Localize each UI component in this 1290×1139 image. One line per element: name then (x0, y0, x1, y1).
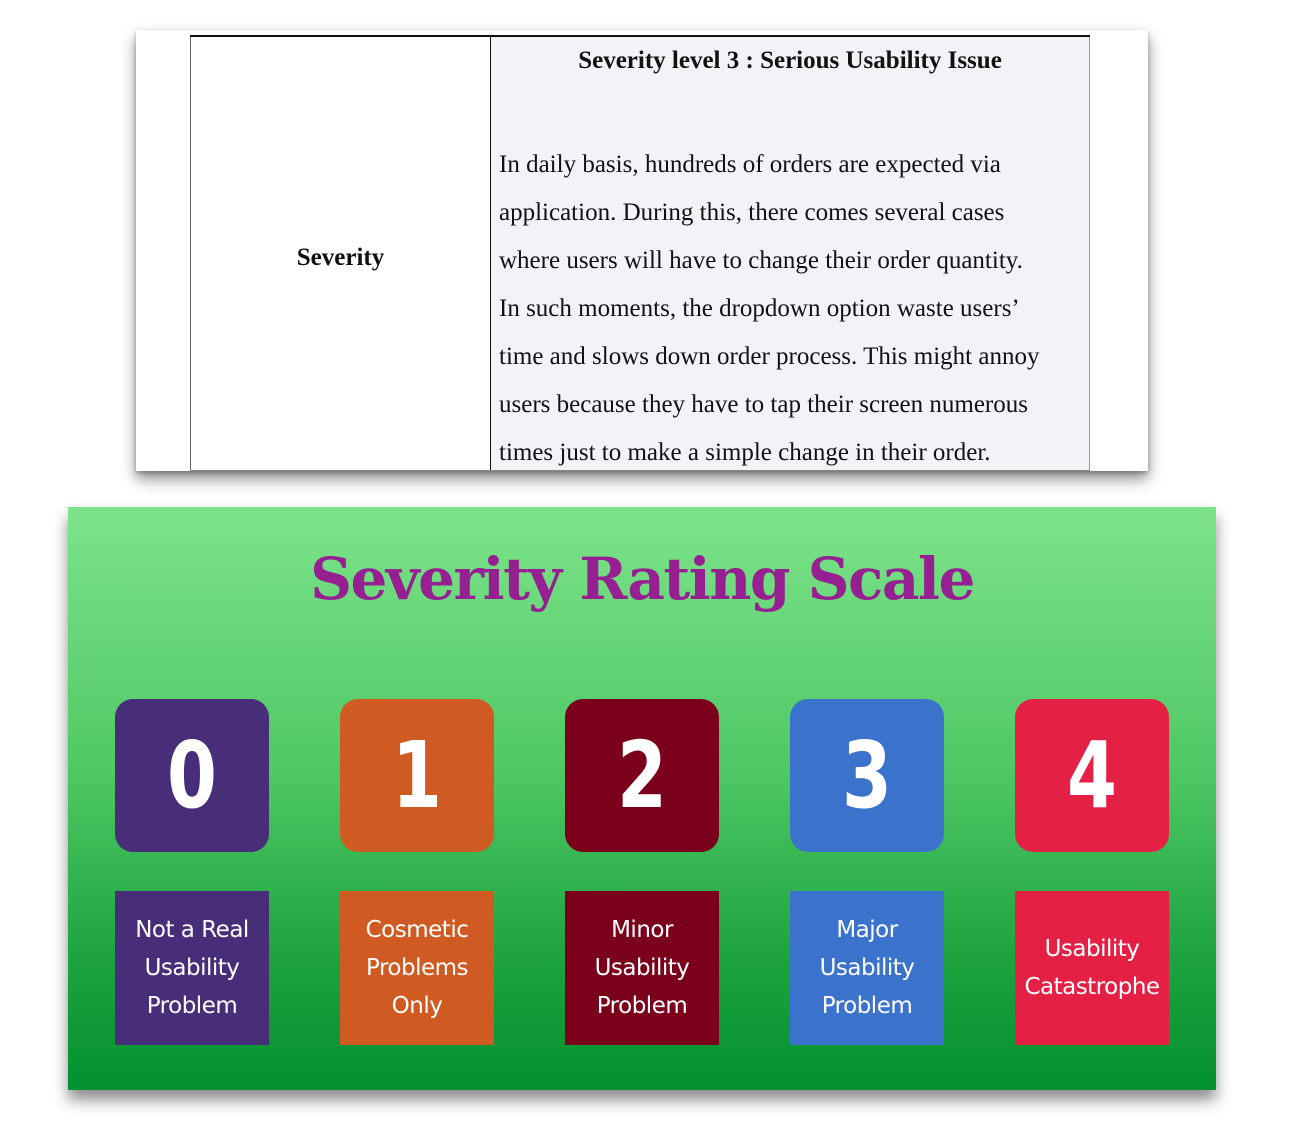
level-0-number: 0 (115, 699, 269, 852)
level-0-text: Not a Real Usability Problem (135, 917, 249, 1019)
level-1-label: Cosmetic Problems Only (340, 891, 494, 1045)
level-2-digit: 2 (617, 722, 667, 829)
level-4-text: Usability Catastrophe (1024, 936, 1160, 1000)
level-3-text: Major Usability Problem (819, 917, 915, 1019)
level-3-label: Major Usability Problem (790, 891, 944, 1045)
level-2-text: Minor Usability Problem (594, 917, 690, 1019)
description-cell: Severity level 3 : Serious Usability Iss… (491, 37, 1090, 470)
level-1-text: Cosmetic Problems Only (365, 917, 469, 1019)
document-excerpt: Severity Severity level 3 : Serious Usab… (136, 30, 1148, 471)
severity-table: Severity Severity level 3 : Serious Usab… (190, 35, 1090, 471)
level-2-label: Minor Usability Problem (565, 891, 719, 1045)
level-1-digit: 1 (392, 722, 442, 829)
level-4-label: Usability Catastrophe (1015, 891, 1169, 1045)
level-0-label: Not a Real Usability Problem (115, 891, 269, 1045)
description-line: times just to make a simple change in th… (499, 439, 991, 466)
level-3-digit: 3 (842, 722, 892, 829)
description-line: time and slows down order process. This … (499, 343, 1040, 370)
description-line: In such moments, the dropdown option was… (499, 295, 1020, 322)
level-1-number: 1 (340, 699, 494, 852)
row-label: Severity (296, 243, 385, 271)
level-0-digit: 0 (167, 722, 217, 829)
severity-rating-scale: Severity Rating Scale 0 1 2 3 4 Not a Re… (68, 507, 1216, 1090)
level-3-number: 3 (790, 699, 944, 852)
severity-heading: Severity level 3 : Serious Usability Iss… (578, 47, 1002, 74)
row-label-cell: Severity (190, 37, 492, 470)
description-line: users because they have to tap their scr… (499, 391, 1028, 418)
level-2-number: 2 (565, 699, 719, 852)
description-line: application. During this, there comes se… (499, 199, 1005, 226)
level-4-number: 4 (1015, 699, 1169, 852)
severity-description: In daily basis, hundreds of orders are e… (499, 141, 1089, 471)
level-4-digit: 4 (1067, 722, 1117, 829)
description-line: In daily basis, hundreds of orders are e… (499, 151, 1001, 178)
description-line: where users will have to change their or… (499, 247, 1023, 274)
scale-title: Severity Rating Scale (310, 545, 975, 613)
